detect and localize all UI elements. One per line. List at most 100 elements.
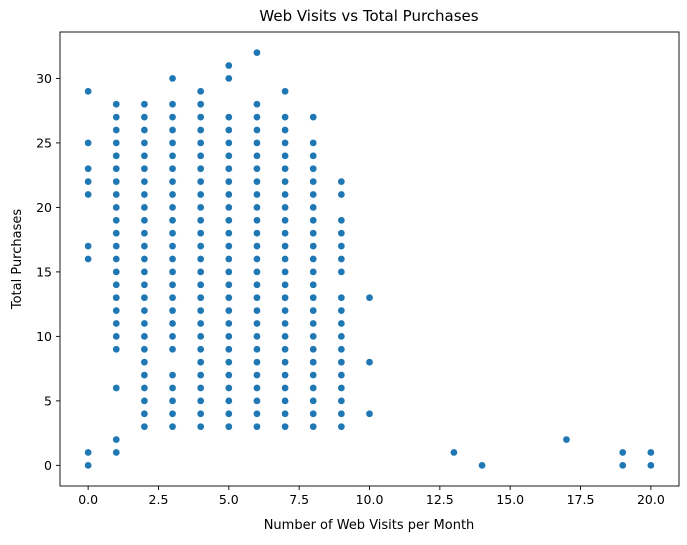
scatter-point <box>112 113 121 121</box>
scatter-point <box>337 397 346 405</box>
y-tick-label: 10 <box>36 329 52 344</box>
scatter-point <box>112 203 121 212</box>
scatter-point <box>196 164 205 173</box>
scatter-point <box>168 422 177 431</box>
scatter-point <box>618 448 627 457</box>
scatter-point <box>140 203 149 212</box>
scatter-point <box>196 268 205 276</box>
scatter-point <box>168 203 177 212</box>
scatter-point <box>168 397 177 405</box>
scatter-point <box>168 139 177 147</box>
scatter-point <box>309 113 318 121</box>
scatter-point <box>140 164 149 173</box>
scatter-point <box>309 268 318 276</box>
scatter-point <box>196 422 205 431</box>
scatter-point <box>337 216 346 225</box>
scatter-point <box>309 345 318 354</box>
scatter-point <box>281 87 289 96</box>
scatter-point <box>224 384 233 392</box>
scatter-point <box>112 345 121 354</box>
scatter-point <box>196 177 205 186</box>
scatter-point <box>140 113 149 121</box>
x-tick-label: 20.0 <box>637 492 665 507</box>
scatter-point <box>196 216 205 225</box>
scatter-point <box>309 306 318 315</box>
scatter-point <box>309 293 318 302</box>
scatter-point <box>196 139 205 147</box>
scatter-point <box>309 358 318 367</box>
scatter-point <box>112 293 121 302</box>
scatter-point <box>112 190 121 199</box>
scatter-point <box>224 293 233 302</box>
scatter-point <box>224 177 233 186</box>
scatter-point <box>337 255 346 263</box>
scatter-point <box>224 255 233 263</box>
scatter-point <box>281 409 289 418</box>
scatter-point <box>168 216 177 225</box>
scatter-point <box>337 293 346 302</box>
scatter-point <box>337 384 346 392</box>
scatter-point <box>84 139 92 147</box>
scatter-point <box>309 229 318 238</box>
x-tick-label: 2.5 <box>149 492 169 507</box>
scatter-point <box>647 448 655 457</box>
scatter-point <box>196 332 205 341</box>
x-axis-label: Number of Web Visits per Month <box>264 518 475 533</box>
scatter-point <box>224 229 233 238</box>
scatter-point <box>140 139 149 147</box>
scatter-point <box>253 100 261 109</box>
x-tick-label: 5.0 <box>219 492 239 507</box>
scatter-point <box>309 216 318 225</box>
scatter-point <box>309 177 318 186</box>
scatter-point <box>253 345 261 354</box>
scatter-point <box>196 293 205 302</box>
scatter-point <box>140 190 149 199</box>
scatter-point <box>337 332 346 341</box>
scatter-point <box>309 139 318 147</box>
scatter-point <box>450 448 458 457</box>
x-tick-label: 12.5 <box>426 492 454 507</box>
scatter-point <box>224 306 233 315</box>
scatter-point <box>140 242 149 250</box>
scatter-point <box>309 280 318 289</box>
scatter-point <box>253 255 261 263</box>
scatter-point <box>224 190 233 199</box>
scatter-point <box>196 358 205 367</box>
scatter-point <box>140 100 149 109</box>
scatter-point <box>112 280 121 289</box>
scatter-point <box>224 358 233 367</box>
scatter-point <box>337 190 346 199</box>
scatter-point <box>224 332 233 341</box>
scatter-point <box>253 409 261 418</box>
scatter-point <box>253 48 261 57</box>
scatter-point <box>168 332 177 341</box>
scatter-point <box>168 100 177 109</box>
scatter-point <box>253 229 261 238</box>
scatter-point <box>253 139 261 147</box>
scatter-point <box>196 319 205 328</box>
scatter-point <box>281 371 289 379</box>
scatter-point <box>337 268 346 276</box>
scatter-point <box>224 126 233 134</box>
scatter-point <box>309 371 318 379</box>
scatter-point <box>168 409 177 418</box>
scatter-point <box>253 319 261 328</box>
scatter-point <box>140 177 149 186</box>
plot-frame <box>59 31 680 487</box>
scatter-point <box>253 280 261 289</box>
scatter-point <box>253 268 261 276</box>
scatter-point <box>196 113 205 121</box>
scatter-point <box>224 422 233 431</box>
scatter-point <box>281 229 289 238</box>
scatter-point <box>337 306 346 315</box>
scatter-point <box>337 409 346 418</box>
y-tick-label: 5 <box>44 393 52 408</box>
scatter-point <box>224 409 233 418</box>
scatter-point <box>253 422 261 431</box>
scatter-point <box>112 216 121 225</box>
scatter-point <box>281 255 289 263</box>
scatter-point <box>168 255 177 263</box>
scatter-point <box>281 280 289 289</box>
scatter-point <box>281 306 289 315</box>
x-tick-label: 10.0 <box>356 492 384 507</box>
